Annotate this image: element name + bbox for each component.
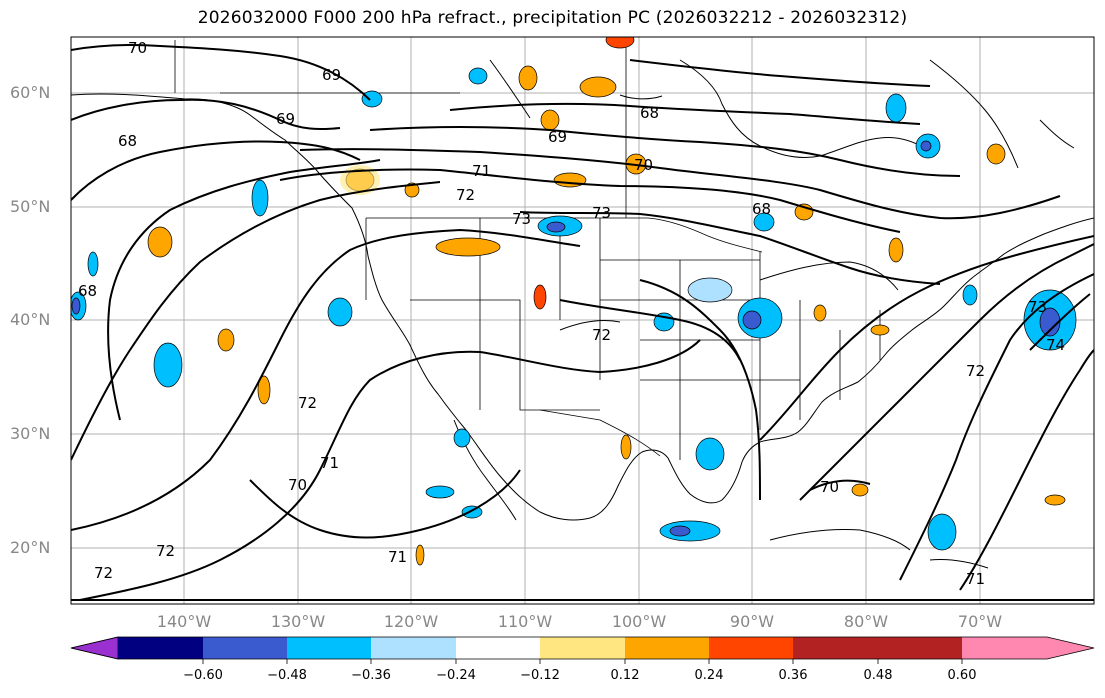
colorbar-tick-label: 0.24 bbox=[694, 668, 724, 683]
colorbar-tick-label: 0.12 bbox=[610, 668, 640, 683]
contour-label: 72 bbox=[298, 394, 317, 412]
contour-label: 73 bbox=[512, 210, 531, 228]
colorbar-segment bbox=[456, 637, 540, 659]
refractivity-contours bbox=[71, 44, 1094, 601]
graticule bbox=[71, 37, 1094, 604]
colorbar-tick-label: −0.48 bbox=[267, 668, 307, 683]
colorbar-segment bbox=[287, 637, 371, 659]
contour-label: 72 bbox=[592, 326, 611, 344]
colorbar-segment bbox=[118, 637, 203, 659]
contour-label: 71 bbox=[388, 548, 407, 566]
colorbar-tick-label: 0.48 bbox=[863, 668, 893, 683]
contour-label: 73 bbox=[1028, 298, 1047, 316]
colorbar-tick-label: −0.12 bbox=[520, 668, 560, 683]
lon-label: 80°W bbox=[843, 612, 889, 631]
contour-label: 69 bbox=[276, 110, 295, 128]
contour-label: 69 bbox=[548, 128, 567, 146]
lon-label: 100°W bbox=[611, 612, 667, 631]
colorbar-tick-label: −0.36 bbox=[351, 668, 391, 683]
contour-label: 68 bbox=[78, 282, 97, 300]
contour-label: 71 bbox=[320, 454, 339, 472]
lon-label: 90°W bbox=[729, 612, 775, 631]
precip-positive bbox=[147, 37, 1066, 566]
contour-label: 70 bbox=[820, 478, 839, 496]
lon-label: 130°W bbox=[270, 612, 326, 631]
lat-label: 60°N bbox=[10, 83, 51, 102]
colorbar-segment bbox=[625, 637, 709, 659]
lon-label: 140°W bbox=[156, 612, 212, 631]
contour-label: 70 bbox=[288, 476, 307, 494]
lat-label: 50°N bbox=[10, 197, 51, 216]
contour-label: 72 bbox=[966, 362, 985, 380]
contour-label: 68 bbox=[752, 200, 771, 218]
colorbar-segment bbox=[203, 637, 287, 659]
colorbar bbox=[70, 636, 1095, 664]
colorbar-tick-label: 0.60 bbox=[947, 668, 977, 683]
contour-label: 70 bbox=[128, 39, 147, 57]
lat-label: 40°N bbox=[10, 310, 51, 329]
contour-labels: 70 69 69 68 68 69 68 70 71 72 73 73 68 7… bbox=[78, 39, 1065, 588]
colorbar-segment bbox=[371, 637, 456, 659]
colorbar-tick-label: −0.60 bbox=[183, 668, 223, 683]
lat-label: 30°N bbox=[10, 424, 51, 443]
colorbar-segment bbox=[709, 637, 793, 659]
contour-label: 71 bbox=[966, 570, 985, 588]
map-area: 70 69 69 68 68 69 68 70 71 72 73 73 68 7… bbox=[71, 37, 1094, 604]
political-borders bbox=[174, 40, 881, 460]
contour-label: 73 bbox=[592, 204, 611, 222]
colorbar-lower-extension bbox=[70, 636, 119, 660]
colorbar-tick-label: −0.24 bbox=[436, 668, 476, 683]
colorbar-segment bbox=[793, 637, 878, 659]
lon-label: 70°W bbox=[957, 612, 1003, 631]
colorbar-tick-label: 0.36 bbox=[778, 668, 808, 683]
contour-label: 69 bbox=[322, 66, 341, 84]
contour-label: 71 bbox=[472, 162, 491, 180]
contour-label: 72 bbox=[156, 542, 175, 560]
contour-label: 70 bbox=[634, 156, 653, 174]
colorbar-segment bbox=[540, 637, 625, 659]
map-title: 2026032000 F000 200 hPa refract., precip… bbox=[197, 8, 908, 28]
contour-label: 72 bbox=[456, 186, 475, 204]
lon-label: 110°W bbox=[497, 612, 553, 631]
map-frame bbox=[70, 36, 1095, 605]
lat-label: 20°N bbox=[10, 538, 51, 557]
precip-negative bbox=[71, 67, 1077, 551]
contour-label: 68 bbox=[640, 104, 659, 122]
colorbar-segment bbox=[878, 637, 962, 659]
contour-label: 74 bbox=[1046, 336, 1065, 354]
lon-label: 120°W bbox=[383, 612, 439, 631]
contour-label: 68 bbox=[118, 132, 137, 150]
contour-label: 72 bbox=[94, 564, 113, 582]
